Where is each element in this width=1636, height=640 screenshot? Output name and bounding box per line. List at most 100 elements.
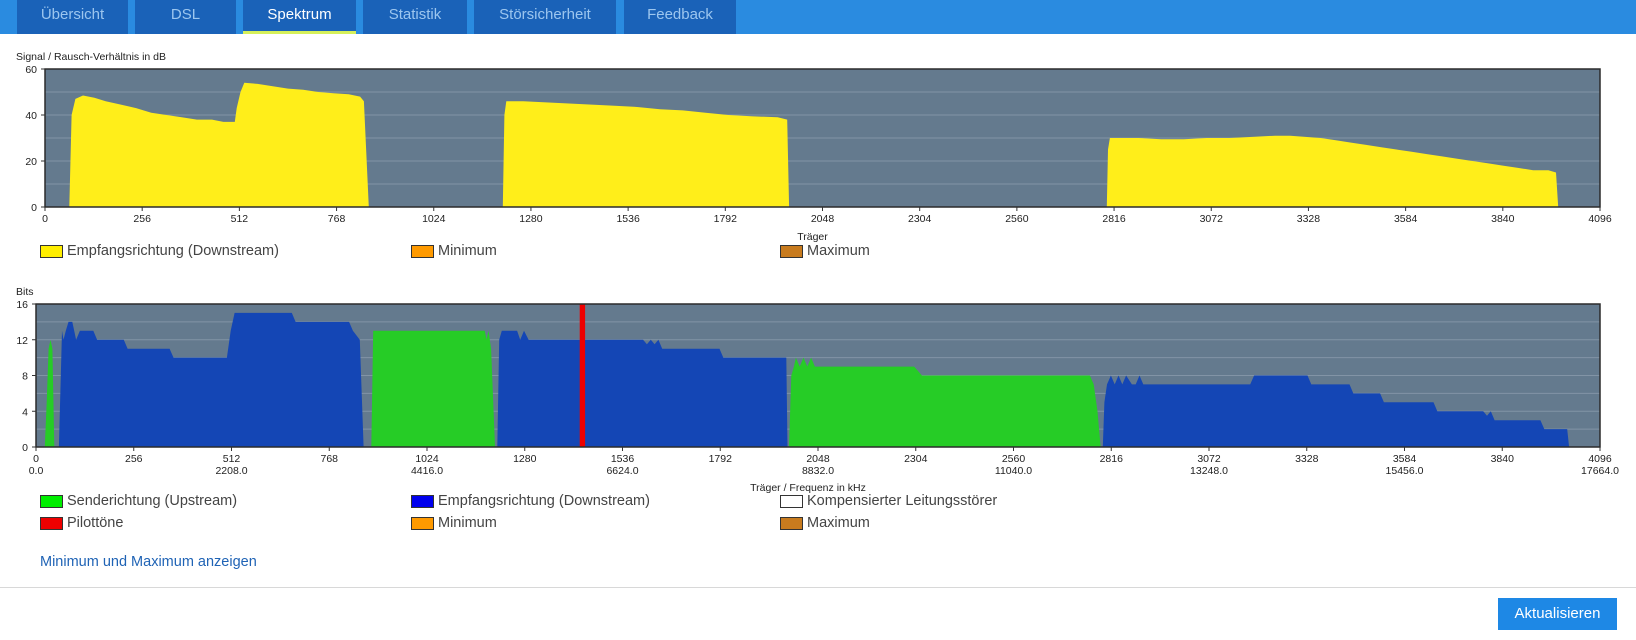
- legend-swatch: [40, 517, 63, 530]
- x-freq-label: 11040.0: [995, 465, 1032, 477]
- legend-swatch: [411, 517, 434, 530]
- x-tick-label: 1024: [415, 453, 439, 465]
- legend-label: Minimum: [438, 515, 497, 531]
- legend-label: Empfangsrichtung (Downstream): [438, 493, 650, 509]
- x-tick-label: 1280: [513, 453, 537, 465]
- series-area: [1106, 135, 1559, 207]
- x-tick-label: 3328: [1297, 213, 1321, 225]
- series-area: [789, 357, 1101, 447]
- x-tick-label: 768: [328, 213, 346, 225]
- legend-label: Maximum: [807, 515, 870, 531]
- x-freq-label: 0.0: [29, 465, 44, 477]
- series-area: [69, 82, 369, 207]
- legend-swatch: [411, 245, 434, 258]
- x-tick-label: 1536: [616, 213, 640, 225]
- x-tick-label: 3840: [1491, 213, 1515, 225]
- legend-label: Empfangsrichtung (Downstream): [67, 243, 279, 259]
- y-axis-label: Signal / Rausch-Verhältnis in dB: [16, 51, 166, 63]
- x-tick-label: 0: [33, 453, 39, 465]
- x-tick-label: 2560: [1002, 453, 1026, 465]
- x-axis-label: Träger: [797, 231, 828, 243]
- legend-swatch: [780, 245, 803, 258]
- x-tick-label: 2816: [1102, 213, 1126, 225]
- y-tick-label: 0: [31, 202, 37, 214]
- x-tick-label: 2816: [1100, 453, 1124, 465]
- x-freq-label: 15456.0: [1386, 465, 1424, 477]
- x-tick-label: 3328: [1295, 453, 1319, 465]
- x-tick-label: 512: [223, 453, 241, 465]
- legend-label: Senderichtung (Upstream): [67, 493, 238, 509]
- x-tick-label: 1536: [611, 453, 635, 465]
- legend-label: Pilottöne: [67, 515, 124, 531]
- tab-stoersicherheit[interactable]: Störsicherheit: [474, 0, 616, 34]
- x-tick-label: 1792: [709, 453, 733, 465]
- y-tick-label: 12: [16, 335, 28, 347]
- tab-bar: Übersicht DSL Spektrum Statistik Störsic…: [0, 0, 1636, 34]
- series-area: [502, 101, 790, 207]
- legend-bits-minimum: Minimum: [411, 515, 611, 535]
- legend-swatch: [411, 495, 434, 508]
- tab-uebersicht[interactable]: Übersicht: [17, 0, 128, 34]
- tab-dsl[interactable]: DSL: [135, 0, 236, 34]
- tab-spektrum[interactable]: Spektrum: [243, 0, 356, 34]
- y-tick-label: 4: [22, 406, 28, 418]
- legend-swatch: [40, 495, 63, 508]
- legend-bits-pilot: Pilottöne: [40, 515, 340, 535]
- series-area: [579, 304, 586, 447]
- legend-bits-upstream: Senderichtung (Upstream): [40, 493, 340, 513]
- y-tick-label: 40: [25, 110, 37, 122]
- x-tick-label: 256: [133, 213, 151, 225]
- legend-bits-downstream: Empfangsrichtung (Downstream): [411, 493, 711, 513]
- x-tick-label: 0: [42, 213, 48, 225]
- legend-snr-downstream: Empfangsrichtung (Downstream): [40, 243, 340, 263]
- x-tick-label: 3072: [1197, 453, 1221, 465]
- x-freq-label: 2208.0: [215, 465, 247, 477]
- x-tick-label: 1024: [422, 213, 446, 225]
- x-freq-label: 17664.0: [1581, 465, 1619, 477]
- x-tick-label: 2560: [1005, 213, 1029, 225]
- legend-label: Maximum: [807, 243, 870, 259]
- tab-feedback[interactable]: Feedback: [624, 0, 736, 34]
- legend-label: Minimum: [438, 243, 497, 259]
- y-axis-label: Bits: [16, 286, 34, 298]
- x-tick-label: 4096: [1588, 213, 1612, 225]
- x-tick-label: 2048: [811, 213, 835, 225]
- show-minmax-link[interactable]: Minimum und Maximum anzeigen: [40, 554, 257, 570]
- y-tick-label: 16: [16, 299, 28, 311]
- x-tick-label: 4096: [1588, 453, 1612, 465]
- series-area: [58, 312, 364, 447]
- x-freq-label: 6624.0: [606, 465, 638, 477]
- y-tick-label: 0: [22, 442, 28, 454]
- x-tick-label: 2048: [806, 453, 830, 465]
- x-tick-label: 256: [125, 453, 143, 465]
- x-tick-label: 2304: [908, 213, 932, 225]
- legend-bits-compensated: Kompensierter Leitungsstörer: [780, 493, 1080, 513]
- legend-swatch: [780, 517, 803, 530]
- x-axis-label: Träger / Frequenz in kHz: [750, 482, 866, 494]
- x-tick-label: 3072: [1200, 213, 1224, 225]
- x-tick-label: 3840: [1491, 453, 1515, 465]
- refresh-button[interactable]: Aktualisieren: [1498, 598, 1617, 630]
- legend-label: Kompensierter Leitungsstörer: [807, 493, 998, 509]
- series-area: [497, 330, 788, 447]
- series-area: [1102, 375, 1570, 447]
- x-freq-label: 4416.0: [411, 465, 443, 477]
- x-tick-label: 1792: [714, 213, 738, 225]
- series-area: [44, 339, 55, 447]
- x-tick-label: 512: [231, 213, 249, 225]
- legend-snr-minimum: Minimum: [411, 243, 611, 263]
- x-freq-label: 13248.0: [1190, 465, 1228, 477]
- x-tick-label: 2304: [904, 453, 928, 465]
- x-freq-label: 8832.0: [802, 465, 834, 477]
- x-tick-label: 3584: [1394, 213, 1418, 225]
- x-tick-label: 768: [320, 453, 338, 465]
- x-tick-label: 3584: [1393, 453, 1417, 465]
- series-area: [371, 330, 495, 447]
- y-tick-label: 20: [25, 156, 37, 168]
- legend-swatch: [40, 245, 63, 258]
- tab-statistik[interactable]: Statistik: [363, 0, 467, 34]
- x-tick-label: 1280: [519, 213, 543, 225]
- legend-bits-maximum: Maximum: [780, 515, 980, 535]
- y-tick-label: 8: [22, 371, 28, 383]
